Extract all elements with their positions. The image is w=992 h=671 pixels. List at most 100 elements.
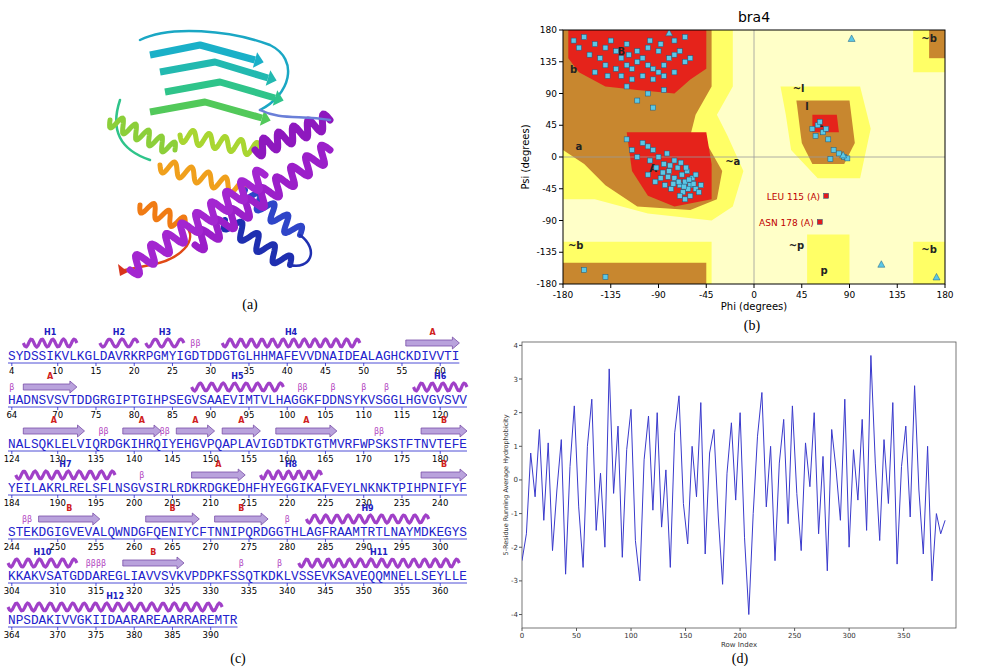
residue-point	[828, 157, 833, 162]
residue-point	[645, 45, 650, 50]
residue-number: 170	[356, 454, 372, 464]
helix	[414, 383, 468, 391]
y-tick	[559, 30, 563, 31]
residue-number: 330	[203, 586, 219, 596]
x-tick	[801, 284, 802, 288]
helix-ribbon	[180, 130, 260, 154]
residue-number: 20	[129, 366, 140, 376]
strand-label: B	[441, 460, 447, 469]
residue-number: 295	[394, 542, 410, 552]
residue-point	[668, 163, 673, 168]
sequence-row: SYDSSIKVLKGLDAVRKRPGMYIGDTDDGTGLHHMAFEVV…	[8, 350, 459, 364]
core-region	[812, 115, 839, 133]
y-tick-label: 1	[514, 443, 518, 451]
residue-point	[626, 52, 631, 57]
residue-number: 225	[317, 498, 333, 508]
y-tick-label: -2	[511, 544, 518, 552]
strand	[215, 513, 269, 525]
x-tick	[849, 628, 850, 631]
residue-number: 210	[203, 498, 219, 508]
residue-point	[672, 38, 677, 43]
residue-number: 124	[4, 454, 20, 464]
panel-label: (d)	[732, 651, 749, 667]
residue-point	[836, 151, 841, 156]
residue-number: 250	[50, 542, 66, 552]
residue-number: 340	[279, 586, 295, 596]
residue-point	[656, 155, 661, 160]
x-tick-label: 90	[844, 290, 856, 300]
y-tick-label: 45	[546, 120, 557, 130]
y-tick-label: 90	[546, 89, 558, 99]
sheet-arrowhead	[253, 52, 264, 67]
residue-point	[654, 165, 659, 170]
residue-point	[587, 52, 592, 57]
residue-point	[677, 193, 682, 198]
residue-point	[664, 151, 669, 156]
residue-number: 45	[320, 366, 331, 376]
residue-number: 90	[205, 410, 216, 420]
y-tick-label: 0	[514, 476, 518, 484]
residue-point	[667, 169, 672, 174]
strand-label: A	[47, 372, 54, 381]
turn-label: β	[239, 559, 244, 568]
outlier-label: LEU 115 (A)	[767, 192, 820, 202]
residue-point	[645, 172, 650, 177]
sequence-row: KKAKVSATGDDAREGLIAVVSVKVPDPKFSSQTKDKLVSS…	[8, 570, 467, 584]
residue-point	[698, 183, 703, 188]
sheet-arrowhead	[266, 70, 277, 85]
residue-number: 275	[241, 542, 257, 552]
strand	[421, 425, 467, 437]
turn-label: ββ	[160, 427, 170, 436]
residue-point	[635, 155, 640, 160]
residue-point	[648, 38, 653, 43]
residue-point	[629, 66, 634, 71]
residue-number: 10	[52, 366, 63, 376]
residue-number: 55	[397, 366, 408, 376]
residue-point	[813, 133, 818, 138]
y-tick	[519, 379, 522, 380]
x-tick	[658, 284, 659, 288]
sequence-underline	[8, 539, 467, 540]
y-tick-label: 180	[540, 25, 557, 35]
helix-label: H12	[106, 592, 124, 601]
residue-point	[635, 49, 640, 54]
residue-number: 40	[282, 366, 293, 376]
strand-label: A	[303, 416, 310, 425]
sequence-underline	[8, 495, 467, 496]
y-tick-label: -1	[511, 510, 518, 518]
sheet-ribbon	[150, 102, 262, 118]
residue-point	[661, 87, 666, 92]
residue-number: 115	[394, 410, 410, 420]
helix-label: H9	[361, 504, 374, 513]
y-tick	[559, 188, 563, 189]
x-tick	[903, 628, 904, 631]
residue-point	[688, 193, 693, 198]
residue-point	[624, 84, 629, 89]
x-tick-label: 180	[936, 290, 953, 300]
x-tick-label: 300	[842, 632, 855, 640]
residue-number: 345	[317, 586, 333, 596]
residue-point	[660, 170, 665, 175]
residue-number: 135	[88, 454, 104, 464]
region-label: a	[576, 141, 583, 152]
strand-label: B	[441, 416, 447, 425]
x-tick-label: 100	[624, 632, 637, 640]
residue-point	[678, 160, 683, 165]
region-label: l	[805, 101, 808, 112]
residue-number: 304	[4, 586, 20, 596]
residue-number: 175	[394, 454, 410, 464]
helix-label: H7	[59, 460, 71, 469]
residue-number: 110	[356, 410, 372, 420]
x-tick	[794, 628, 795, 631]
residue-point	[592, 42, 597, 47]
residue-number: 370	[50, 630, 66, 640]
region-label: ~l	[793, 83, 805, 94]
strand-label: A	[139, 416, 146, 425]
strand	[176, 425, 214, 437]
figure: (a)(b)(c)(d)BbAaLlp~p~b~b~b~l~aLEU 115 (…	[0, 0, 992, 671]
protein-structure	[110, 31, 330, 276]
y-tick	[519, 446, 522, 447]
residue-point	[624, 63, 629, 68]
residue-number: 235	[394, 498, 410, 508]
residue-point	[635, 98, 640, 103]
